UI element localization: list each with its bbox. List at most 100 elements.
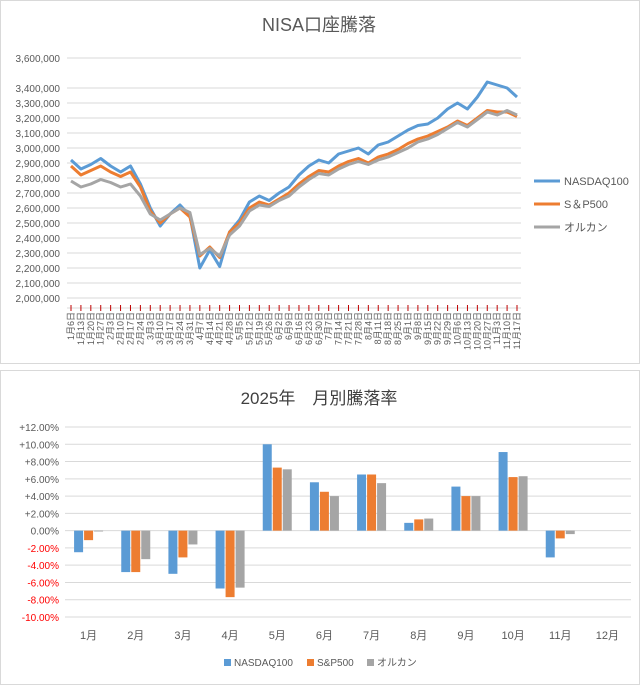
x-tick-label: 3月10日	[155, 312, 165, 345]
x-tick-label: 7月14日	[334, 312, 344, 345]
series-line	[69, 109, 518, 259]
bar	[84, 530, 94, 541]
y-tick-label: +12.00%	[19, 423, 59, 434]
y-tick-label: 2,400,000	[16, 234, 61, 245]
bar	[131, 530, 141, 573]
bar	[178, 530, 188, 558]
x-tick-label: 1月13日	[76, 312, 86, 345]
x-tick-label: 1月	[80, 630, 97, 642]
y-tick-label: 3,600,000	[16, 54, 61, 65]
bar	[404, 522, 414, 531]
x-tick-label: 4月	[222, 630, 239, 642]
y-tick-label: 2,800,000	[16, 174, 61, 185]
x-tick-label: 2月17日	[125, 312, 135, 345]
x-tick-label: 9月8日	[413, 312, 423, 340]
x-tick-label: 11月	[549, 630, 571, 642]
y-tick-label: +8.00%	[25, 458, 59, 469]
x-tick-label: 3月31日	[185, 312, 195, 345]
x-tick-label: 8月18日	[383, 312, 393, 345]
bar	[319, 491, 329, 531]
line-chart-panel: NISA口座騰落 3,600,000 3,400,000 3,300,000 3,20…	[0, 0, 640, 364]
bar	[141, 530, 151, 560]
bar	[262, 444, 272, 531]
x-tick-label: 11月3日	[492, 312, 502, 344]
bar	[498, 452, 508, 531]
y-tick-label: 0.00%	[31, 527, 59, 538]
y-tick-label: -8.00%	[27, 596, 59, 607]
legend-label: オルカン	[564, 221, 608, 234]
y-tick-label: +10.00%	[19, 440, 59, 451]
bar	[518, 476, 528, 531]
y-tick-label: 3,400,000	[16, 84, 61, 95]
legend-label: S＆P500	[564, 199, 608, 211]
y-tick-label: -4.00%	[27, 561, 59, 572]
y-tick-label: -6.00%	[27, 578, 59, 589]
x-tick-label: 7月	[363, 630, 380, 642]
x-tick-label: 3月	[174, 630, 191, 642]
y-tick-label: 2,700,000	[16, 189, 61, 200]
y-tick-label: 3,000,000	[16, 144, 61, 155]
bar	[121, 530, 131, 573]
bar	[225, 530, 235, 598]
x-tick-label: 9月29日	[443, 312, 453, 345]
x-tick-label: 4月21日	[215, 312, 225, 345]
x-tick-label: 9月	[457, 630, 474, 642]
x-tick-label: 2月3日	[106, 312, 116, 340]
legend-swatch	[367, 659, 374, 666]
series-line	[69, 80, 519, 270]
x-tick-label: 8月11日	[373, 312, 383, 344]
bar	[168, 530, 178, 574]
x-tick-label: 10月	[501, 630, 524, 642]
x-tick-label: 11月17日	[512, 312, 522, 349]
legend-label: NASDAQ100	[234, 658, 293, 669]
x-tick-label: 6月	[316, 630, 333, 642]
line-chart: NISA口座騰落 3,600,000 3,400,000 3,300,000 3,20…	[16, 15, 629, 350]
y-tick-label: -10.00%	[22, 613, 59, 624]
y-tick-label: 3,100,000	[16, 129, 61, 140]
x-tick-label: 6月2日	[274, 312, 284, 340]
x-tick-label: 5月26日	[264, 312, 274, 345]
x-tick-label: 3月17日	[165, 312, 175, 345]
bar	[451, 486, 461, 531]
y-tick-label: 3,200,000	[16, 114, 61, 125]
x-tick-label: 4月28日	[225, 312, 235, 345]
x-tick-label: 12月	[596, 630, 619, 642]
y-tick-label: -2.00%	[27, 544, 59, 555]
y-tick-label: 2,900,000	[16, 159, 61, 170]
bar	[461, 496, 471, 531]
bar-chart-panel: 2025年 月別騰落率 +12.00% +10.00% +8.00% +6.00% +4…	[0, 370, 640, 685]
y-tick-label: 2,200,000	[16, 264, 61, 275]
x-tick-label: 3月3日	[145, 312, 155, 340]
bar	[424, 518, 434, 531]
legend-swatch	[307, 659, 314, 666]
bar-chart-title: 2025年 月別騰落率	[241, 389, 398, 408]
x-tick-label: 7月21日	[344, 312, 354, 345]
x-tick-label: 7月28日	[353, 312, 363, 345]
y-tick-label: +2.00%	[25, 509, 59, 520]
x-tick-label: 11月10日	[502, 312, 512, 349]
bar	[74, 530, 84, 553]
bar	[367, 474, 377, 531]
x-tick-label: 4月7日	[195, 312, 205, 340]
bar	[272, 467, 282, 531]
y-tick-label: 2,600,000	[16, 204, 61, 215]
series-line	[70, 109, 518, 258]
bar	[188, 530, 198, 545]
line-chart-title: NISA口座騰落	[262, 15, 376, 35]
x-tick-label: 8月4日	[363, 312, 373, 340]
bar	[94, 530, 104, 532]
bar	[235, 530, 245, 588]
x-tick-label: 1月6日	[66, 312, 76, 340]
y-tick-label: 2,000,000	[16, 294, 61, 305]
x-tick-label: 8月25日	[393, 312, 403, 345]
x-tick-label: 10月13日	[462, 312, 472, 350]
x-tick-label: 2月10日	[116, 312, 126, 345]
bar	[414, 519, 424, 531]
x-tick-label: 6月23日	[304, 312, 314, 345]
bar	[545, 530, 555, 558]
bar	[508, 477, 518, 531]
legend-label: オルカン	[377, 657, 417, 669]
x-tick-label: 10月20日	[472, 312, 482, 350]
y-tick-label: 2,300,000	[16, 249, 61, 260]
y-tick-label: +6.00%	[25, 475, 59, 486]
